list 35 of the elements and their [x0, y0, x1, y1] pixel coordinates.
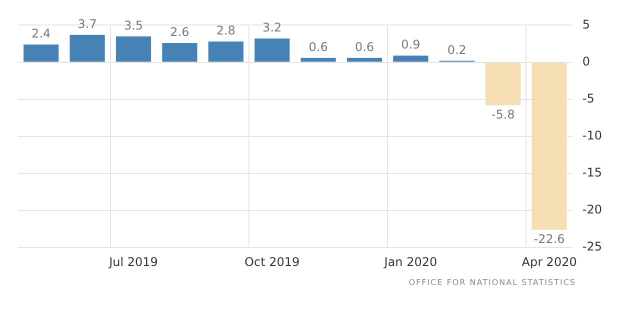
bar — [208, 42, 244, 62]
data-label: 2.4 — [32, 26, 51, 41]
text: OFFICE FOR NATIONAL STATISTICS — [408, 278, 577, 287]
data-label: 3.5 — [124, 18, 144, 32]
y-tick-label: -10 — [582, 128, 602, 143]
y-tick-label: -15 — [582, 166, 602, 180]
x-tick-label: Jan 2020 — [383, 254, 438, 269]
y-tick-label: -25 — [582, 240, 602, 254]
bar — [70, 34, 105, 62]
bar — [24, 44, 59, 62]
data-label: 0.6 — [354, 40, 374, 54]
bar — [254, 38, 290, 62]
y-tick-label: 0 — [582, 54, 590, 68]
data-label: 0.9 — [401, 38, 420, 52]
bar — [486, 62, 521, 106]
bar — [116, 36, 152, 62]
y-tick-label: -20 — [582, 202, 602, 217]
data-label: 2.8 — [216, 24, 236, 38]
data-label: 3.2 — [262, 20, 282, 35]
bar — [393, 56, 428, 62]
bar — [346, 58, 382, 62]
y-tick-label: -5 — [582, 91, 594, 106]
data-label: 2.6 — [170, 25, 190, 40]
x-tick-label: Jul 2019 — [108, 254, 158, 269]
y-tick-label: 5 — [582, 17, 590, 32]
data-label: 3.7 — [78, 16, 97, 31]
x-tick-label: Apr 2020 — [522, 254, 577, 269]
bar — [300, 58, 336, 62]
bar — [162, 42, 198, 62]
data-label: 0.6 — [308, 40, 328, 54]
bar — [532, 62, 567, 230]
data-label: -22.6 — [534, 232, 565, 246]
data-label: -5.8 — [491, 107, 515, 122]
x-tick-label: Oct 2019 — [244, 254, 300, 269]
data-label: 0.2 — [447, 42, 466, 57]
